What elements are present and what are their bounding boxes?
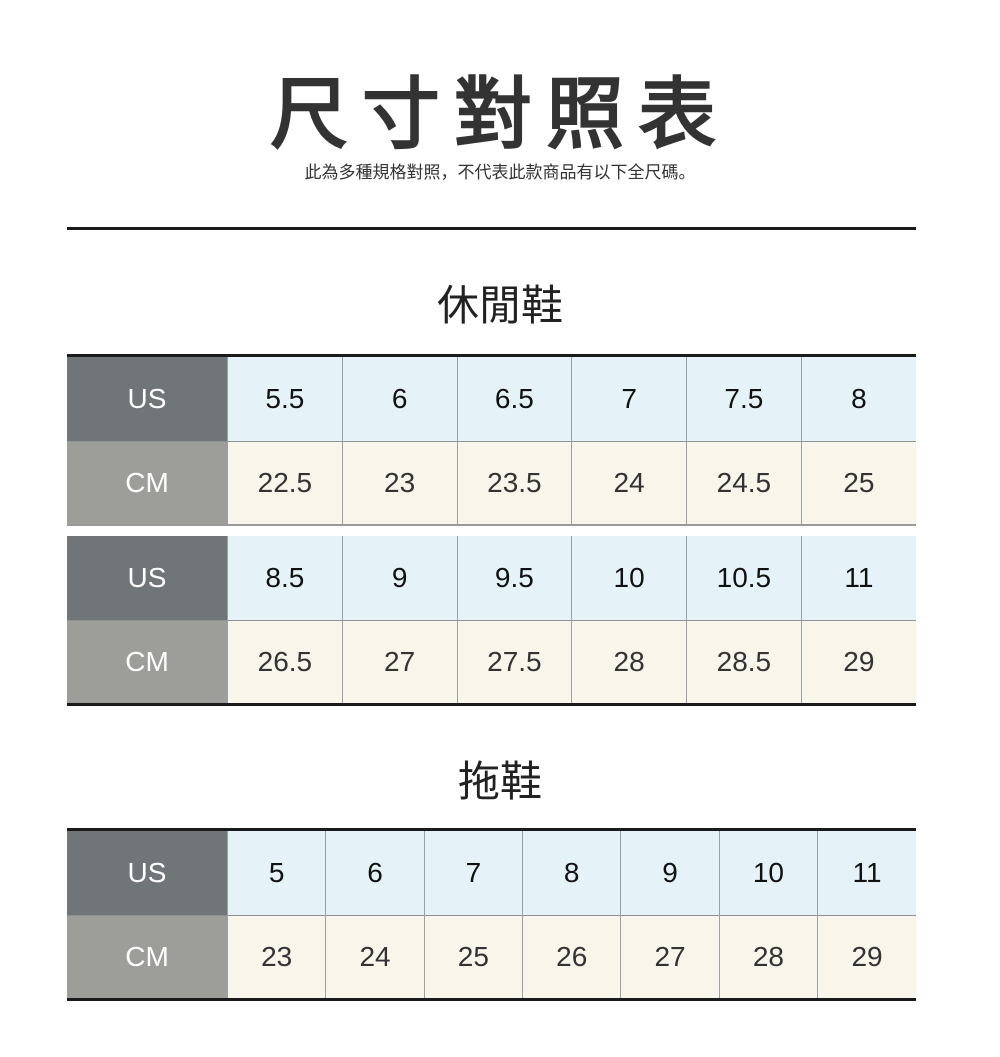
cm-row: CM 22.5 23 23.5 24 24.5 25 (67, 441, 916, 525)
cm-size-cell: 22.5 (227, 441, 343, 525)
cm-size-cell: 27 (620, 915, 720, 1000)
us-size-cell: 11 (800, 536, 916, 621)
us-size-cell: 9.5 (456, 536, 572, 621)
us-size-cell: 6 (341, 355, 457, 442)
cm-label: CM (67, 620, 228, 705)
cm-size-cell: 24 (325, 915, 425, 1000)
cm-row: CM 26.5 27 27.5 28 28.5 29 (67, 620, 916, 705)
page-title: 尺寸對照表 (269, 70, 730, 160)
cm-size-cell: 29 (817, 915, 916, 1000)
us-row: US 8.5 9 9.5 10 10.5 11 (67, 536, 916, 621)
us-size-cell: 9 (620, 829, 720, 916)
us-size-cell: 7 (571, 355, 687, 442)
cm-size-cell: 24 (571, 441, 687, 525)
cm-size-cell: 25 (423, 915, 523, 1000)
us-label: US (67, 355, 228, 442)
us-size-cell: 10.5 (686, 536, 802, 621)
section-title-casual: 休閒鞋 (436, 281, 563, 330)
divider (67, 227, 916, 230)
us-size-cell: 8 (800, 355, 916, 442)
cm-size-cell: 28 (571, 620, 687, 705)
size-table-casual-2: US 8.5 9 9.5 10 10.5 11 CM 26.5 27 27.5 28 28.5 29 (67, 536, 916, 706)
cm-size-cell: 28.5 (686, 620, 802, 705)
cm-size-cell: 23 (226, 915, 326, 1000)
us-row: US 5.5 6 6.5 7 7.5 8 (67, 355, 916, 442)
us-size-cell: 7.5 (686, 355, 802, 442)
size-table-casual-1: US 5.5 6 6.5 7 7.5 8 CM 22.5 23 23.5 24 24.5 25 (67, 354, 916, 526)
cm-size-cell: 25 (800, 441, 916, 525)
us-label: US (67, 536, 228, 621)
cm-size-cell: 29 (800, 620, 916, 705)
us-size-cell: 8 (522, 829, 621, 916)
size-table-slippers: US 5 6 7 8 9 10 11 CM 23 24 25 26 27 28 29 (67, 828, 916, 1001)
cm-size-cell: 27 (341, 620, 457, 705)
cm-label: CM (67, 441, 228, 525)
us-size-cell: 11 (817, 829, 916, 916)
us-size-cell: 10 (571, 536, 687, 621)
page-subtitle: 此為多種規格對照，不代表此款商品有以下全尺碼。 (304, 163, 696, 183)
us-size-cell: 7 (423, 829, 523, 916)
cm-label: CM (67, 915, 228, 1000)
us-label: US (67, 829, 228, 916)
us-size-cell: 6 (325, 829, 425, 916)
us-size-cell: 5.5 (227, 355, 343, 442)
cm-size-cell: 26 (522, 915, 621, 1000)
section-title-slippers: 拖鞋 (457, 757, 542, 806)
cm-size-cell: 27.5 (456, 620, 572, 705)
us-row: US 5 6 7 8 9 10 11 (67, 829, 916, 916)
cm-size-cell: 23.5 (456, 441, 572, 525)
us-size-cell: 5 (226, 829, 326, 916)
us-size-cell: 6.5 (456, 355, 572, 442)
us-size-cell: 10 (718, 829, 818, 916)
us-size-cell: 9 (341, 536, 457, 621)
cm-row: CM 23 24 25 26 27 28 29 (67, 915, 916, 1000)
cm-size-cell: 28 (718, 915, 818, 1000)
cm-size-cell: 23 (341, 441, 457, 525)
cm-size-cell: 26.5 (227, 620, 343, 705)
cm-size-cell: 24.5 (686, 441, 802, 525)
us-size-cell: 8.5 (227, 536, 343, 621)
